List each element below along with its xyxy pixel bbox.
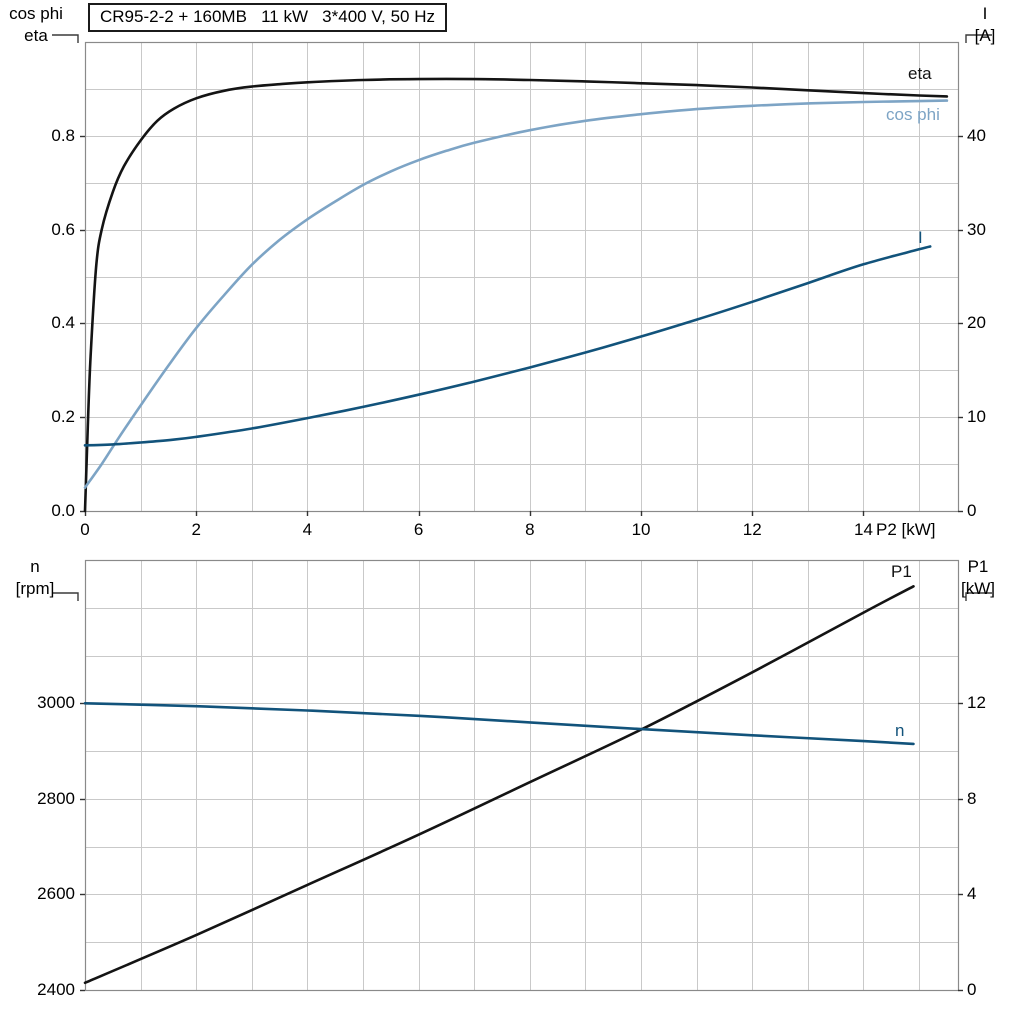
x-tick-label-2: 2 xyxy=(191,520,201,539)
top-right-axis-unit: I [A] xyxy=(962,3,1008,47)
p1-curve xyxy=(83,585,915,985)
y-right-tick-label-40: 40 xyxy=(967,125,986,145)
y-left-tick-label-0.8: 0.8 xyxy=(51,125,75,145)
x-tick-label-6: 6 xyxy=(413,520,424,539)
y-left-tick-label-0.0: 0.0 xyxy=(51,501,75,520)
n-curve xyxy=(83,702,915,746)
eta-curve-label: eta xyxy=(908,64,932,83)
axis-ticks-motor-eta-cosphi-current xyxy=(80,135,963,516)
y-right-tick-label-30: 30 xyxy=(967,219,986,239)
y-right-tick-label-12: 12 xyxy=(967,693,986,713)
y-right-tick-label-0: 0 xyxy=(967,501,977,520)
grid-lines-speed-and-input-power xyxy=(85,560,958,990)
bottom-right-axis-unit: P1 [kW] xyxy=(948,556,1008,600)
p1-axis-unit-label: P1 xyxy=(967,557,989,576)
p1-curve-label: P1 xyxy=(891,562,912,581)
y-left-tick-label-0.4: 0.4 xyxy=(51,313,75,333)
y-right-tick-label-8: 8 xyxy=(967,788,977,808)
y-left-tick-label-2600: 2600 xyxy=(37,884,75,904)
current-axis-unit-label: I xyxy=(982,4,988,23)
axis-unit-bracket-marks xyxy=(52,34,992,601)
y-left-tick-label-2400: 2400 xyxy=(37,980,75,999)
x-tick-label-14: 14 xyxy=(854,520,873,539)
eta-curve xyxy=(83,77,949,513)
y-left-tick-label-0.2: 0.2 xyxy=(51,407,75,427)
x-axis-label: P2 [kW] xyxy=(876,520,936,539)
x-tick-label-10: 10 xyxy=(631,520,651,539)
speed-axis-unit-label: n xyxy=(30,557,40,576)
i-curve xyxy=(83,245,932,447)
y-right-tick-label-20: 20 xyxy=(967,313,986,333)
y-left-tick-label-3000: 3000 xyxy=(37,693,75,713)
y-left-tick-label-0.6: 0.6 xyxy=(51,219,75,239)
x-tick-label-12: 12 xyxy=(742,520,762,539)
rpm-axis-unit-label: [rpm] xyxy=(15,579,55,598)
x-tick-label-4: 4 xyxy=(302,520,313,539)
plot-frame-motor-eta-cosphi-current xyxy=(84,41,960,513)
bottom-left-axis-unit: n [rpm] xyxy=(2,556,68,600)
axis-ticks-speed-and-input-power xyxy=(80,702,963,992)
y-left-tick-label-2800: 2800 xyxy=(37,788,75,808)
cos-phi-axis-unit-label: cos phi xyxy=(9,4,63,23)
current-curve-label: I xyxy=(918,228,923,247)
plot-frame-speed-and-input-power xyxy=(84,559,960,992)
cos-phi-curve xyxy=(83,99,949,489)
x-tick-label-8: 8 xyxy=(525,520,535,539)
x-tick-label-0: 0 xyxy=(80,520,90,539)
chart-title-box: CR95-2-2 + 160MB 11 kW 3*400 V, 50 Hz xyxy=(88,3,447,32)
y-right-tick-label-10: 10 xyxy=(967,407,986,427)
n-curve-label: n xyxy=(895,721,905,740)
cos-phi-curve-label: cos phi xyxy=(886,105,940,124)
y-right-tick-label-0: 0 xyxy=(967,980,977,999)
y-right-tick-label-4: 4 xyxy=(967,884,977,904)
ampere-axis-unit-label: [A] xyxy=(974,26,996,45)
top-left-axis-unit: cos phi eta xyxy=(4,3,68,47)
kw-axis-unit-label: [kW] xyxy=(961,579,995,598)
eta-axis-unit-label: eta xyxy=(24,26,48,45)
